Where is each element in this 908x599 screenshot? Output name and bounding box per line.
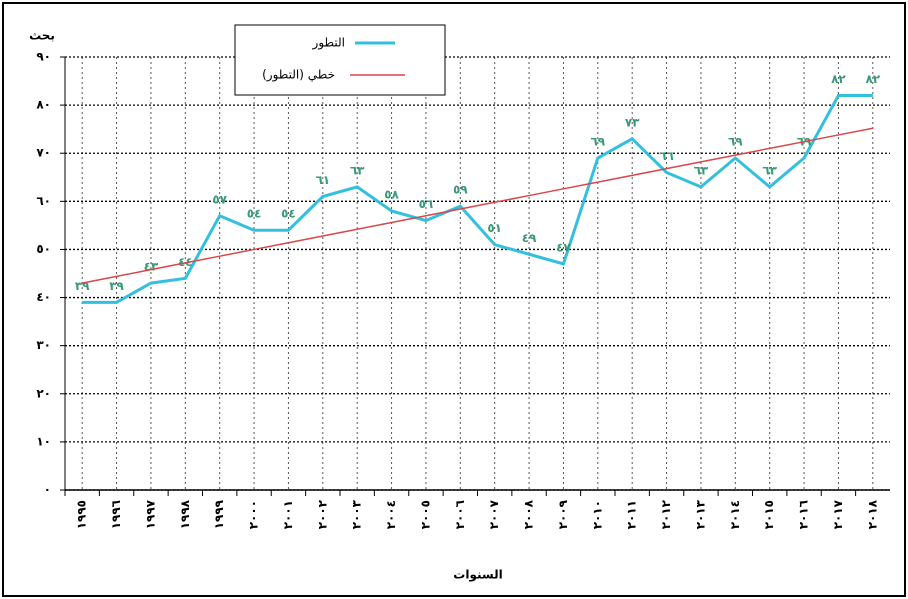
legend-label: التطور: [312, 36, 345, 51]
x-tick-label: ٢٠٠٢: [315, 499, 329, 529]
data-label: ٤٩: [522, 231, 537, 245]
data-label: ٧٣: [625, 115, 640, 129]
x-tick-label: ٢٠١٥: [762, 500, 776, 529]
x-tick-label: ١٩٩٥: [75, 500, 89, 529]
data-label: ٥١: [487, 221, 502, 235]
x-tick-label: ٢٠٠٣: [350, 499, 364, 529]
series-line: [82, 127, 873, 284]
data-label: ٥٤: [281, 207, 296, 221]
data-label: ٤٧: [556, 240, 571, 254]
x-tick-label: ٢٠٠٦: [453, 500, 467, 529]
data-label: ٦٩: [728, 135, 743, 149]
data-label: ٨٢: [865, 72, 880, 86]
x-tick-label: ٢٠١٤: [728, 500, 742, 529]
data-label: ٦٣: [694, 163, 709, 177]
data-label: ٥٦: [419, 197, 434, 211]
x-tick-label: ١٩٩٦: [109, 500, 123, 529]
x-tick-label: ٢٠١٠: [590, 500, 604, 529]
data-label: ٣٩: [75, 279, 90, 293]
y-tick-label: ٧٠: [36, 146, 51, 160]
data-label: ٦٦: [659, 149, 674, 163]
x-tick-label: ٢٠٠٩: [556, 499, 570, 529]
data-label: ٥٤: [247, 207, 262, 221]
y-axis-title: بحث: [29, 29, 55, 43]
x-tick-label: ٢٠١٨: [865, 499, 879, 529]
x-axis-title: السنوات: [453, 568, 502, 583]
y-tick-label: ٨٠: [36, 98, 51, 112]
y-tick-label: ٠: [44, 483, 51, 497]
y-tick-label: ٣٠: [36, 338, 51, 352]
data-label: ٦٣: [762, 163, 777, 177]
y-tick-label: ٩٠: [36, 50, 51, 64]
data-label: ٦١: [315, 173, 330, 187]
x-tick-label: ٢٠٠٧: [487, 499, 501, 529]
x-tick-label: ٢٠٠٨: [522, 499, 536, 529]
x-tick-label: ٢٠١٧: [831, 499, 845, 529]
data-label: ٥٧: [212, 192, 227, 206]
x-tick-label: ٢٠١٦: [797, 500, 811, 529]
y-tick-label: ٢٠: [36, 386, 51, 400]
y-tick-label: ٤٠: [36, 290, 51, 304]
x-tick-label: ٢٠٠١: [281, 500, 295, 529]
x-tick-label: ٢٠٠٤: [384, 500, 398, 529]
y-tick-label: ١٠: [36, 434, 51, 448]
data-label: ٥٩: [453, 183, 468, 197]
x-tick-label: ١٩٩٨: [178, 499, 192, 529]
y-tick-label: ٥٠: [36, 242, 51, 256]
data-label: ٣٩: [109, 279, 124, 293]
data-label: ٦٩: [590, 135, 605, 149]
x-tick-label: ٢٠١٣: [693, 499, 707, 529]
x-tick-label: ٢٠٠٠: [247, 500, 261, 529]
series-line: [82, 93, 873, 304]
x-tick-label: ١٩٩٧: [143, 499, 157, 529]
data-label: ٨٢: [831, 72, 846, 86]
data-label: ٦٣: [350, 163, 365, 177]
legend-label: خطي (التطور): [262, 68, 335, 83]
data-label: ٥٨: [384, 187, 399, 201]
x-tick-label: ٢٠١١: [625, 500, 639, 529]
data-label: ٤٤: [178, 255, 193, 269]
x-tick-label: ٢٠١٢: [659, 499, 673, 529]
x-tick-label: ١٩٩٩: [212, 499, 226, 529]
data-label: ٤٣: [144, 260, 159, 274]
x-tick-label: ٢٠٠٥: [418, 500, 432, 529]
y-tick-label: ٦٠: [36, 194, 51, 208]
legend-box: [234, 24, 446, 96]
